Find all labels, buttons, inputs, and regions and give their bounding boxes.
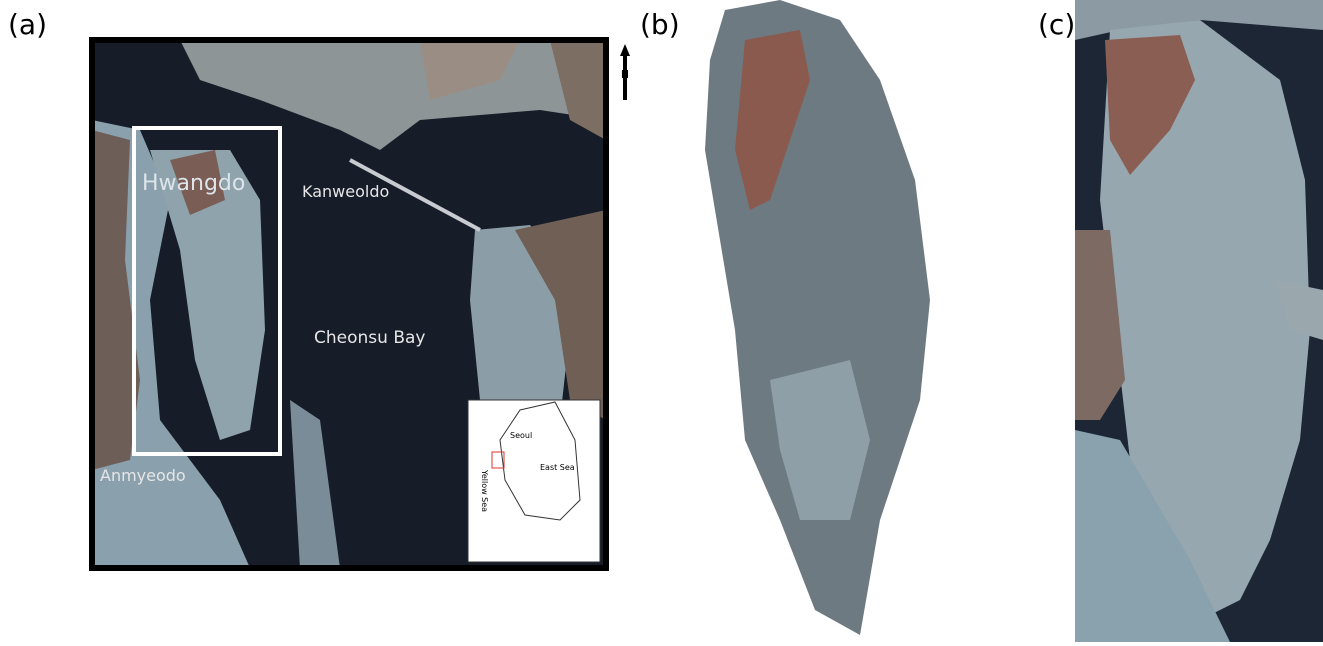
place-label: Cheonsu Bay xyxy=(314,328,425,348)
island xyxy=(705,0,930,635)
figure: (a) (b) (c) Seoul East Sea Yellow Sea Hw… xyxy=(0,0,1323,642)
map-a: Seoul East Sea Yellow Sea Hwangdo Kanweo… xyxy=(92,40,630,568)
inset-label: Yellow Sea xyxy=(480,469,489,512)
place-label: Kanweoldo xyxy=(302,182,389,201)
place-label: Anmyeodo xyxy=(100,466,186,485)
panel-label: (a) xyxy=(8,8,47,41)
panel-label: (b) xyxy=(640,8,680,41)
panel-label: (c) xyxy=(1038,8,1075,41)
map-b xyxy=(705,0,930,635)
inset-label: East Sea xyxy=(540,463,575,472)
inset-label: Seoul xyxy=(510,431,532,440)
map-c xyxy=(1075,0,1323,642)
place-label: Hwangdo xyxy=(142,171,245,196)
